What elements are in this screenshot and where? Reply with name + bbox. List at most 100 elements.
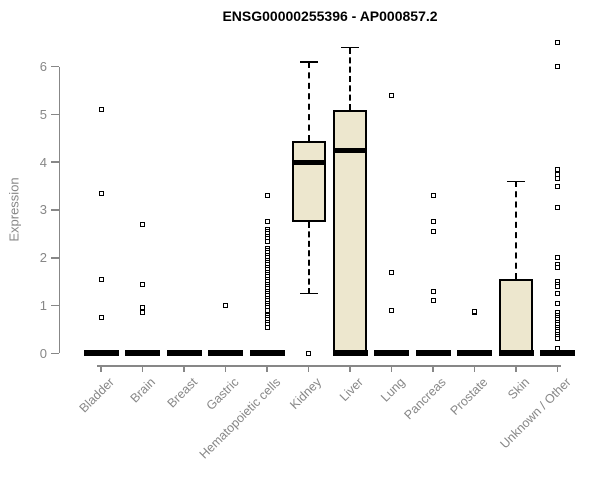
- zero-median-bar: [208, 350, 243, 357]
- x-tick-label: Skin: [504, 375, 532, 403]
- zero-median-bar: [498, 350, 534, 357]
- x-axis-tick: [473, 365, 476, 372]
- chart-title: ENSG00000255396 - AP000857.2: [222, 8, 438, 24]
- y-axis-line: [58, 66, 60, 354]
- outlier-point: [389, 269, 394, 275]
- x-axis-tick: [266, 365, 268, 372]
- outlier-point: [98, 107, 104, 113]
- box-skin: [499, 279, 533, 354]
- outlier-point: [555, 64, 560, 70]
- outlier-point: [555, 183, 560, 189]
- outlier-point: [555, 300, 560, 306]
- zero-median-bar: [332, 350, 368, 357]
- y-tick-label: 4: [39, 154, 47, 170]
- x-axis-tick: [224, 365, 227, 372]
- x-axis-tick: [390, 365, 393, 372]
- box-liver: [333, 109, 367, 354]
- outlier-point: [223, 303, 228, 309]
- x-tick-label: Pancreas: [401, 375, 449, 423]
- outlier-point: [264, 219, 270, 225]
- box-kidney: [291, 140, 326, 222]
- outlier-point: [555, 336, 560, 342]
- x-axis-line: [97, 365, 561, 367]
- y-tick-label: 1: [39, 298, 47, 314]
- outlier-point: [264, 238, 270, 244]
- outlier-point: [555, 255, 560, 261]
- outlier-point: [140, 310, 145, 316]
- upper-whisker: [515, 181, 517, 280]
- outlier-point: [98, 314, 104, 320]
- y-axis-tick: [51, 257, 59, 259]
- x-axis-tick: [141, 365, 144, 372]
- outlier-point: [98, 276, 104, 282]
- upper-whisker-cap: [507, 180, 525, 183]
- zero-median-bar: [457, 350, 492, 357]
- y-axis-tick: [51, 209, 59, 211]
- outlier-point: [555, 346, 560, 352]
- y-axis-tick: [51, 113, 59, 116]
- lower-whisker-cap: [299, 292, 318, 295]
- zero-median-bar: [540, 350, 575, 357]
- outlier-point: [264, 307, 270, 313]
- outlier-point: [140, 281, 145, 287]
- upper-whisker: [349, 47, 351, 110]
- zero-median-bar: [249, 350, 285, 357]
- outlier-point: [555, 171, 560, 177]
- y-tick-label: 3: [39, 202, 47, 218]
- x-tick-label: Lung: [377, 375, 408, 405]
- y-axis-tick: [51, 304, 59, 307]
- outlier-point: [98, 190, 104, 196]
- x-axis-tick: [432, 365, 434, 372]
- outlier-point: [555, 283, 560, 289]
- zero-median-bar: [374, 350, 409, 357]
- x-tick-label: Hematopoietic cells: [196, 375, 283, 462]
- x-tick-label: Liver: [336, 375, 366, 405]
- outlier-point: [140, 221, 145, 227]
- x-tick-label: Kidney: [287, 375, 325, 412]
- x-axis-tick: [100, 365, 102, 372]
- lower-whisker: [307, 221, 310, 294]
- outlier-point: [555, 40, 560, 46]
- y-axis-tick: [51, 161, 59, 163]
- median-line: [291, 159, 326, 165]
- y-tick-label: 0: [39, 345, 47, 361]
- outlier-point: [430, 219, 436, 225]
- outlier-point: [306, 350, 311, 356]
- y-axis-tick: [51, 352, 59, 355]
- outlier-point: [140, 305, 145, 311]
- outlier-point: [430, 298, 436, 304]
- outlier-point: [555, 176, 560, 182]
- outlier-point: [555, 291, 560, 297]
- outlier-point: [555, 264, 560, 270]
- x-tick-label: Brain: [127, 375, 159, 406]
- x-axis-tick: [307, 365, 310, 372]
- x-axis-tick: [556, 365, 559, 372]
- y-tick-label: 2: [39, 250, 47, 266]
- x-tick-label: Prostate: [447, 375, 491, 418]
- x-tick-label: Bladder: [76, 375, 117, 416]
- upper-whisker-cap: [341, 46, 359, 49]
- outlier-point: [264, 193, 270, 199]
- outlier-point: [555, 166, 560, 172]
- x-axis-tick: [349, 365, 351, 372]
- outlier-point: [430, 193, 436, 199]
- outlier-point: [555, 205, 560, 211]
- zero-median-bar: [415, 350, 451, 357]
- outlier-point: [430, 228, 436, 234]
- y-tick-label: 6: [39, 59, 47, 75]
- y-axis-tick: [51, 65, 59, 68]
- outlier-point: [472, 309, 477, 315]
- upper-whisker: [307, 61, 310, 141]
- y-tick-label: 5: [39, 106, 47, 122]
- outlier-point: [389, 92, 394, 98]
- zero-median-bar: [166, 350, 202, 357]
- x-tick-label: Breast: [164, 375, 200, 411]
- x-tick-label: Unknown / Other: [497, 375, 574, 452]
- zero-median-bar: [83, 350, 119, 357]
- x-tick-label: Gastric: [203, 375, 242, 413]
- zero-median-bar: [125, 350, 160, 357]
- x-axis-tick: [183, 365, 185, 372]
- outlier-point: [389, 307, 394, 313]
- x-axis-tick: [515, 365, 517, 372]
